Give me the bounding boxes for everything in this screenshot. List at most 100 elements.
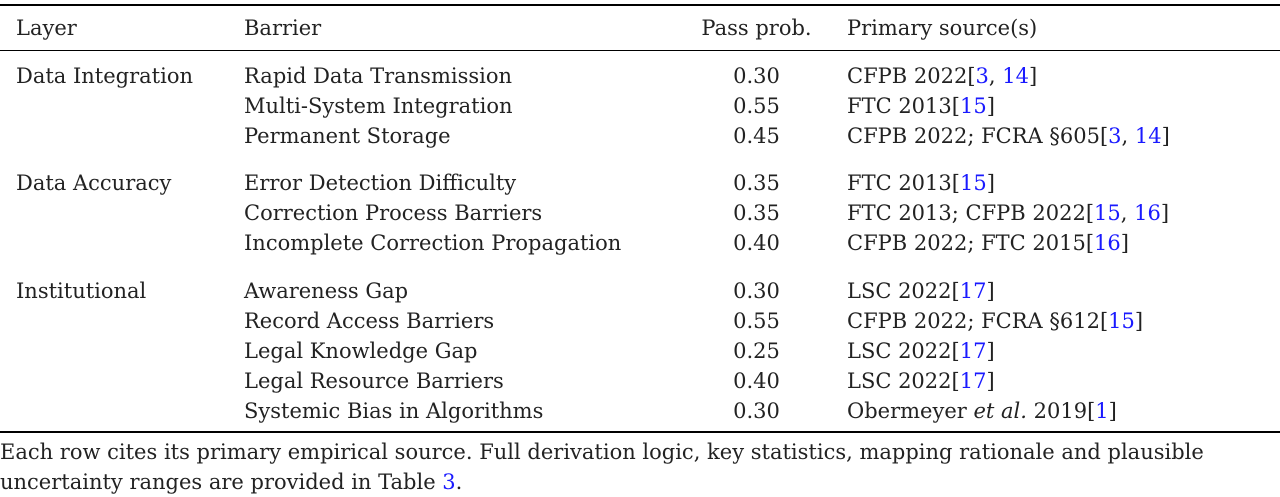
table-row: Systemic Bias in Algorithms 0.30 Obermeyer…	[0, 396, 1280, 426]
source-text: ]	[1134, 309, 1144, 333]
bottom-rule	[0, 431, 1280, 433]
barrier-cell: Legal Knowledge Gap	[244, 339, 478, 363]
source-text: CFPB 2022; FCRA §612[	[847, 309, 1109, 333]
pass-prob-cell: 0.55	[733, 309, 780, 333]
barrier-cell: Record Access Barriers	[244, 309, 495, 333]
citation-link[interactable]: 1	[1095, 399, 1109, 423]
citation-link[interactable]: 3	[1108, 124, 1122, 148]
source-text: ,	[1120, 201, 1135, 225]
barrier-cell: Correction Process Barriers	[244, 201, 543, 225]
source-cell: FTC 2013[15]	[847, 91, 995, 121]
source-text: CFPB 2022; FCRA §605[	[847, 124, 1109, 148]
source-text: Each row cites its primary empirical sou…	[0, 440, 1204, 494]
citation-link[interactable]: 16	[1094, 231, 1121, 255]
layer-cell: Data Accuracy	[16, 171, 172, 195]
source-text: ]	[986, 369, 995, 393]
pass-prob-cell: 0.30	[733, 64, 780, 88]
table-row: Legal Resource Barriers 0.40 LSC 2022[17]	[0, 366, 1280, 396]
barrier-cell: Multi-System Integration	[244, 94, 513, 118]
barrier-cell: Legal Resource Barriers	[244, 369, 504, 393]
source-text: LSC 2022[	[847, 369, 960, 393]
pass-prob-cell: 0.35	[733, 201, 780, 225]
pass-prob-cell: 0.30	[733, 279, 780, 303]
source-text: CFPB 2022; FTC 2015[	[847, 231, 1095, 255]
barrier-cell: Incomplete Correction Propagation	[244, 231, 622, 255]
source-cell: FTC 2013; CFPB 2022[15, 16]	[847, 198, 1169, 228]
pass-prob-cell: 0.45	[733, 124, 780, 148]
source-text: ]	[986, 279, 995, 303]
header-layer: Layer	[16, 16, 77, 40]
table-row: Data Integration Rapid Data Transmission 0…	[0, 61, 1280, 91]
source-text: ]	[986, 94, 995, 118]
table-row: Legal Knowledge Gap 0.25 LSC 2022[17]	[0, 336, 1280, 366]
header-row: Layer Barrier Pass prob. Primary source(…	[0, 13, 1280, 43]
source-text: ]	[986, 171, 995, 195]
table-note: Each row cites its primary empirical sou…	[0, 437, 1280, 497]
source-text: ,	[1121, 124, 1135, 148]
source-text: ,	[988, 64, 1003, 88]
citation-link[interactable]: 16	[1134, 201, 1161, 225]
source-cell: Obermeyer et al. 2019[1]	[847, 396, 1117, 426]
citation-link[interactable]: 3	[975, 64, 989, 88]
pass-prob-cell: 0.40	[733, 369, 780, 393]
pass-prob-cell: 0.35	[733, 171, 780, 195]
citation-link[interactable]: 17	[959, 369, 987, 393]
pass-prob-cell: 0.25	[733, 339, 780, 363]
citation-link[interactable]: 17	[959, 279, 987, 303]
source-text: LSC 2022[	[847, 279, 960, 303]
source-cell: CFPB 2022; FCRA §612[15]	[847, 306, 1143, 336]
source-text: ]	[1028, 64, 1038, 88]
citation-link[interactable]: 15	[959, 94, 987, 118]
source-text: ]	[986, 339, 995, 363]
citation-link[interactable]: 14	[1134, 124, 1162, 148]
source-text: ]	[1108, 399, 1117, 423]
citation-link[interactable]: 15	[1108, 309, 1135, 333]
source-text: 2019[	[1026, 399, 1096, 423]
layer-cell: Data Integration	[16, 64, 194, 88]
source-cell: FTC 2013[15]	[847, 168, 995, 198]
barrier-cell: Awareness Gap	[244, 279, 409, 303]
table-row: Data Accuracy Error Detection Difficulty 0…	[0, 168, 1280, 198]
table-row: Permanent Storage 0.45 CFPB 2022; FCRA §60…	[0, 121, 1280, 151]
table-row: Institutional Awareness Gap 0.30 LSC 2022[1…	[0, 276, 1280, 306]
source-text: FTC 2013; CFPB 2022[	[847, 201, 1095, 225]
source-cell: CFPB 2022; FCRA §605[3, 14]	[847, 121, 1170, 151]
table-row: Correction Process Barriers 0.35 FTC 2013;…	[0, 198, 1280, 228]
citation-link[interactable]: 15	[959, 171, 987, 195]
barrier-cell: Systemic Bias in Algorithms	[244, 399, 544, 423]
pass-prob-cell: 0.55	[733, 94, 780, 118]
source-text: ]	[1161, 124, 1170, 148]
citation-link[interactable]: 15	[1094, 201, 1121, 225]
source-text-italic: et al.	[973, 399, 1027, 423]
citation-link[interactable]: 3	[442, 470, 456, 494]
citation-link[interactable]: 14	[1002, 64, 1029, 88]
layer-cell: Institutional	[16, 279, 147, 303]
source-cell: CFPB 2022; FTC 2015[16]	[847, 228, 1129, 258]
table-row: Multi-System Integration 0.55 FTC 2013[15]	[0, 91, 1280, 121]
source-text: ]	[1160, 201, 1170, 225]
header-barrier: Barrier	[244, 16, 322, 40]
header-rule	[0, 50, 1280, 51]
top-rule	[0, 4, 1280, 6]
source-cell: LSC 2022[17]	[847, 366, 995, 396]
source-text: .	[455, 470, 463, 494]
source-text: ]	[1120, 231, 1129, 255]
source-cell: LSC 2022[17]	[847, 336, 995, 366]
barrier-cell: Rapid Data Transmission	[244, 64, 513, 88]
source-text: Obermeyer	[847, 399, 974, 423]
source-text: FTC 2013[	[847, 171, 960, 195]
source-text: FTC 2013[	[847, 94, 960, 118]
source-text: LSC 2022[	[847, 339, 960, 363]
table-row: Incomplete Correction Propagation 0.40 CFP…	[0, 228, 1280, 258]
citation-link[interactable]: 17	[959, 339, 987, 363]
source-cell: LSC 2022[17]	[847, 276, 995, 306]
barrier-cell: Error Detection Difficulty	[244, 171, 517, 195]
source-text: CFPB 2022[	[847, 64, 976, 88]
header-pass-prob: Pass prob.	[701, 16, 812, 40]
table-row: Record Access Barriers 0.55 CFPB 2022; FCR…	[0, 306, 1280, 336]
barrier-cell: Permanent Storage	[244, 124, 451, 148]
header-sources: Primary source(s)	[847, 16, 1038, 40]
pass-prob-cell: 0.40	[733, 231, 780, 255]
source-cell: CFPB 2022[3, 14]	[847, 61, 1037, 91]
pass-prob-cell: 0.30	[733, 399, 780, 423]
